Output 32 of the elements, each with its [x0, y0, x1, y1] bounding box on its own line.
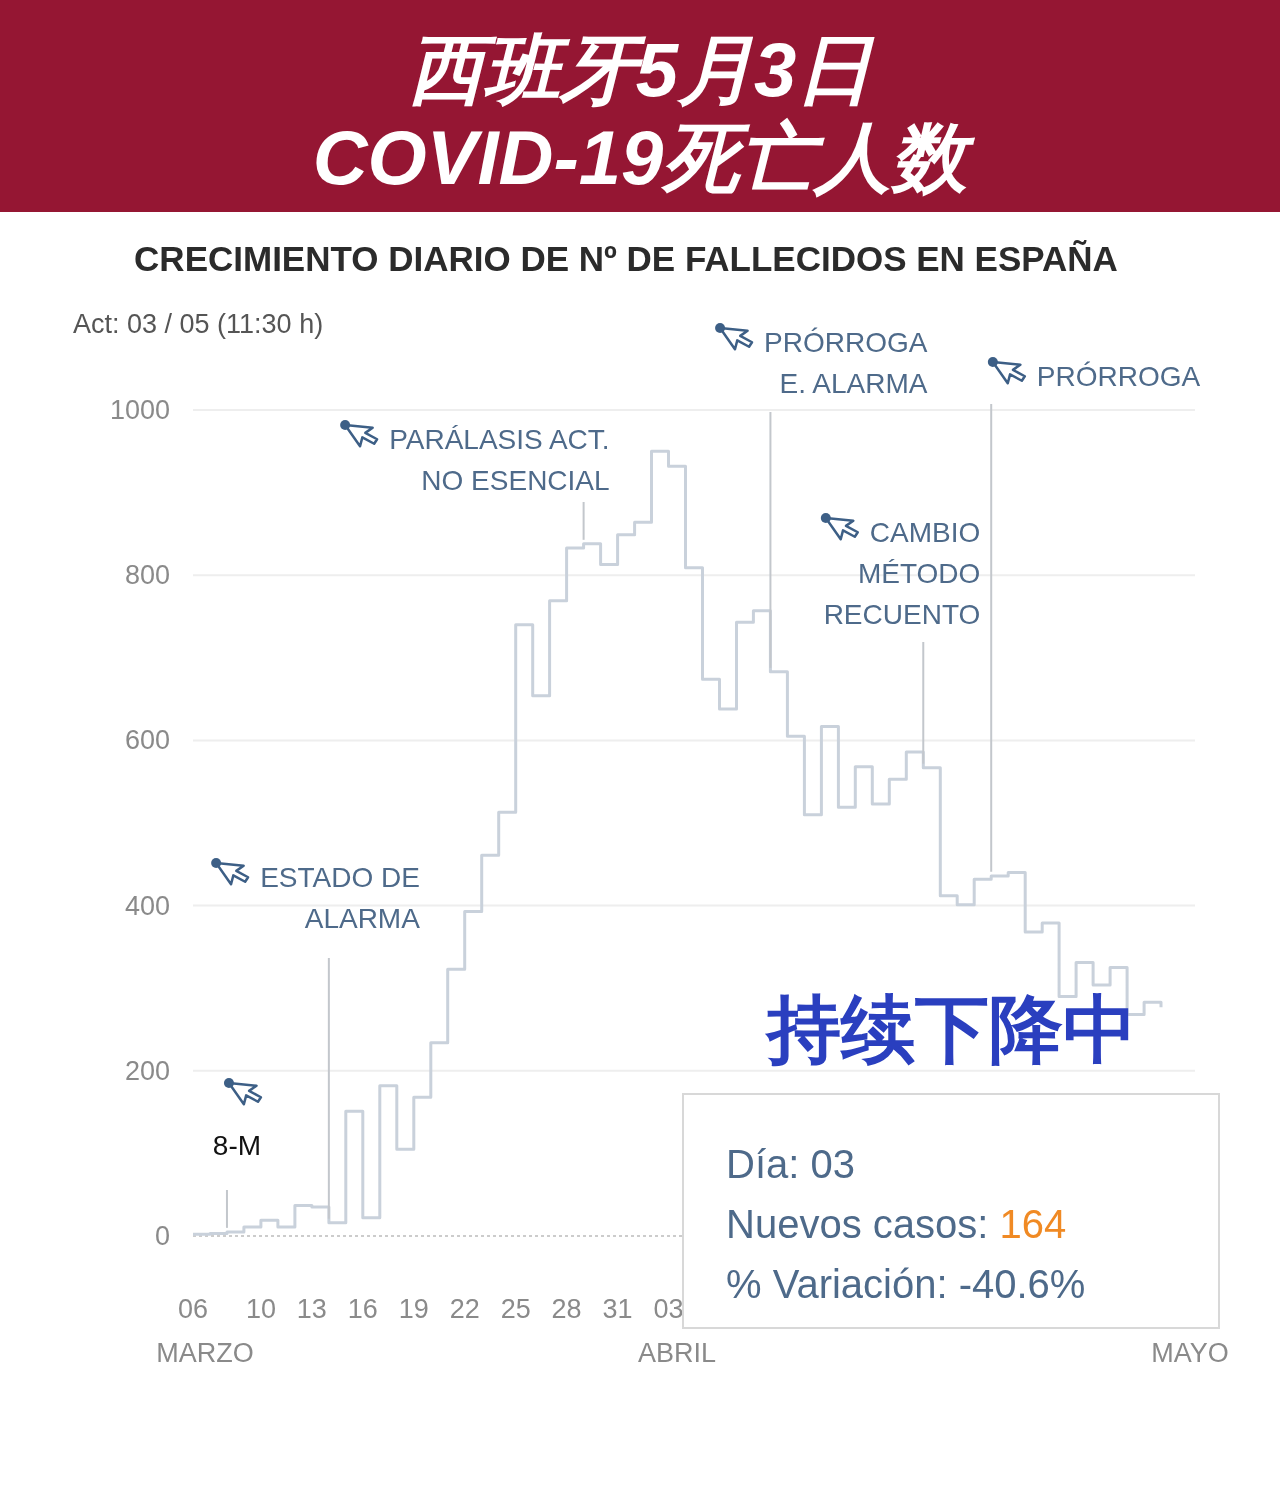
ref-line-label: 8-M: [212, 1130, 262, 1161]
annotation: Día: 03: [726, 1142, 855, 1186]
annotation: Nuevos casos: 164: [726, 1202, 1067, 1246]
y-tick-label: 1000: [109, 395, 170, 425]
y-tick-label: 400: [124, 890, 170, 921]
y-tick-label: 800: [124, 560, 170, 591]
tooltip: Día: 03 Nuevos casos: 164 % Variación: -40.6%: [682, 1093, 1220, 1329]
x-tick-label: 16: [347, 1294, 378, 1324]
y-tick-label: 200: [124, 1055, 170, 1086]
y-tick-label: 0: [154, 1221, 170, 1251]
text: ABRIL: [637, 1338, 717, 1368]
ref-line-label: ESTADO DE ALARMA: [260, 862, 421, 934]
ref-line-label: PARÁLASIS ACT. NO ESENCIAL: [389, 424, 610, 496]
y-tick-label: 600: [124, 725, 170, 756]
x-tick-label: 25: [500, 1294, 531, 1324]
x-tick-label: 22: [449, 1294, 480, 1324]
ref-line-label: PRÓRROGA: [1036, 361, 1201, 392]
x-tick-label: 13: [296, 1294, 327, 1324]
x-tick-label: 06: [177, 1294, 209, 1324]
text: MARZO: [156, 1338, 254, 1368]
x-tick-label: 28: [551, 1294, 582, 1324]
ref-line-label: CAMBIO MÉTODO RECUENTO: [823, 517, 981, 630]
annotation: 持续下降中: [764, 988, 1137, 1071]
x-tick-label: 31: [602, 1294, 633, 1324]
ref-line-label: PRÓRROGA E. ALARMA: [764, 327, 928, 399]
text: MAYO: [1151, 1338, 1229, 1368]
chart-subtitle: CRECIMIENTO DIARIO DE Nº DE FALLECIDOS EN ESPAÑA: [134, 239, 1118, 278]
x-tick-label: 03: [653, 1294, 684, 1324]
x-tick-label: 10: [245, 1294, 276, 1324]
text: Act: 03 / 05 (11:30 h): [73, 309, 324, 339]
x-tick-label: 19: [398, 1294, 429, 1324]
chart-title: 西班牙5月3日 COVID-19死亡人数: [312, 27, 977, 200]
